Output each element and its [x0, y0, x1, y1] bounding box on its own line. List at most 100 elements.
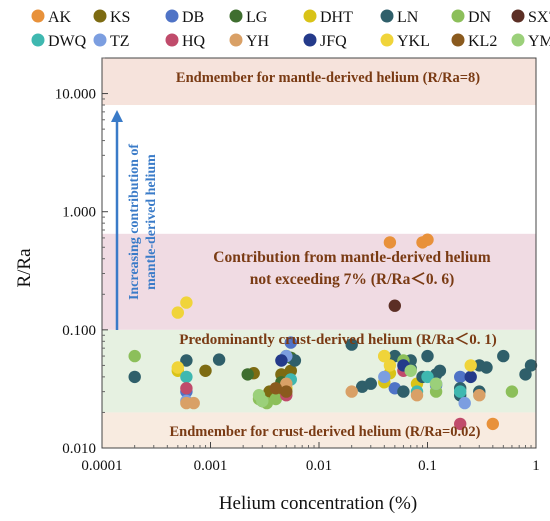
point-ln-11 [497, 349, 510, 363]
legend-marker-yh [229, 33, 243, 47]
legend-label-lg: LG [246, 9, 268, 26]
x-tick-label-0: 0.0001 [81, 458, 122, 474]
legend-marker-dwq [31, 33, 45, 47]
point-ln-10 [480, 361, 493, 374]
point-db-4 [454, 370, 467, 384]
legend-marker-ks [93, 9, 107, 23]
y-tick-label-0: 0.010 [62, 441, 96, 457]
legend-marker-dn [451, 9, 465, 23]
legend-marker-ykl [380, 33, 394, 47]
legend-marker-jfq [303, 33, 317, 47]
point-ln-6 [421, 349, 434, 363]
x-tick-label-4: 1 [532, 458, 540, 474]
point-ln-17 [345, 338, 358, 351]
point-ak-3 [486, 417, 499, 431]
point-ykl-5 [464, 359, 477, 372]
point-ks-4 [284, 364, 297, 377]
band-label-crust-endmember: Endmember for crust-derived helium (R/Ra… [170, 424, 481, 440]
legend-label-db: DB [182, 9, 204, 26]
legend-label-yml: YML [528, 33, 550, 50]
point-ykl-4 [383, 359, 397, 372]
legend-label-dht: DHT [320, 9, 353, 26]
legend-marker-db [165, 9, 179, 23]
point-tz-4 [458, 396, 471, 410]
x-tick-label-1: 0.001 [194, 458, 228, 474]
point-dwq-3 [421, 370, 434, 384]
band-label-contribution-line-1: Contribution from mantle-derived helium [213, 249, 490, 266]
arrow-label-line-1: Increasing contribution of [127, 144, 142, 300]
points-layer [128, 233, 538, 431]
x-tick-label-2: 0.01 [306, 458, 332, 474]
point-sx7-0 [388, 299, 401, 312]
point-ln-2 [212, 353, 226, 366]
band-label-crust-dominant: Predominantly crust-derived helium (R/Ra… [179, 332, 497, 348]
y-tick-label-3: 10.000 [55, 87, 96, 103]
legend-label-dwq: DWQ [48, 33, 87, 50]
point-db-1 [284, 336, 297, 349]
arrow-label-line-2: mantle-derived helium [144, 154, 159, 290]
contribution-arrow: Increasing contribution of mantle-derived… [111, 110, 159, 330]
point-ln-0 [128, 370, 141, 384]
band-0 [102, 58, 536, 106]
legend-marker-hq [165, 33, 179, 47]
point-ak-0 [383, 236, 397, 249]
point-hq-3 [454, 417, 467, 431]
point-ak-2 [421, 233, 434, 246]
legend-label-dn: DN [468, 9, 492, 26]
band-label-mantle-endmember: Endmember for mantle-derived helium (R/R… [176, 70, 480, 86]
point-dn-6 [505, 385, 519, 398]
legend: AK KS DB LG DHT LN DN SX7 DWQ TZ HQ YH JFQ YKL KL2 YML [31, 9, 550, 50]
point-yh-4 [410, 389, 424, 402]
point-kl2-0 [280, 385, 293, 398]
point-dn-3 [269, 392, 282, 406]
bands-layer [102, 58, 536, 448]
legend-marker-ak [31, 9, 45, 23]
point-ln-21 [433, 364, 447, 377]
point-yh-3 [345, 385, 358, 398]
point-ykl-1 [180, 296, 193, 309]
band-labels-layer: Endmember for mantle-derived helium (R/R… [170, 70, 497, 440]
point-ln-1 [180, 354, 193, 367]
legend-marker-sx7 [511, 9, 525, 23]
point-ykl-0 [171, 306, 184, 319]
point-jfq-0 [275, 354, 288, 367]
x-axis-title: Helium concentration (%) [219, 493, 417, 514]
y-tick-label-1: 0.100 [62, 323, 96, 339]
point-yh-5 [473, 389, 486, 402]
point-dwq-4 [454, 385, 467, 398]
point-tz-2 [378, 370, 391, 384]
point-lg-2 [241, 368, 254, 381]
y-axis-title: R/Ra [14, 248, 35, 288]
band-label-contribution-line-2: not exceeding 7% (R/Ra＜0. 6) [250, 271, 455, 288]
point-yml-1 [256, 394, 269, 408]
legend-label-yh: YH [246, 33, 270, 50]
legend-label-ln: LN [397, 9, 419, 26]
legend-label-jfq: JFQ [320, 33, 347, 50]
legend-marker-dht [303, 9, 317, 23]
point-yml-3 [429, 377, 443, 390]
point-dn-0 [128, 349, 141, 363]
legend-label-ykl: YKL [397, 33, 430, 50]
legend-label-kl2: KL2 [468, 33, 497, 50]
point-ln-12 [524, 359, 538, 372]
legend-marker-ln [380, 9, 394, 23]
point-ln-18 [364, 377, 377, 390]
point-kl2-1 [269, 382, 282, 395]
legend-label-ak: AK [48, 9, 72, 26]
legend-label-sx7: SX7 [528, 9, 550, 26]
y-tick-label-2: 1.000 [62, 205, 96, 221]
legend-marker-yml [511, 33, 525, 47]
point-dwq-0 [180, 370, 193, 384]
legend-label-tz: TZ [110, 33, 130, 50]
point-yml-2 [404, 364, 417, 377]
arrow-head [111, 110, 123, 122]
point-hq-0 [180, 382, 193, 395]
legend-label-hq: HQ [182, 33, 206, 50]
legend-marker-tz [93, 33, 107, 47]
axes-layer: 0.0001 0.001 0.01 0.1 1 0.010 0.100 1.000 10.000 [55, 57, 540, 474]
point-ykl-3 [378, 349, 391, 363]
legend-marker-lg [229, 9, 243, 23]
x-tick-label-3: 0.1 [418, 458, 437, 474]
point-ln-13 [519, 368, 532, 381]
